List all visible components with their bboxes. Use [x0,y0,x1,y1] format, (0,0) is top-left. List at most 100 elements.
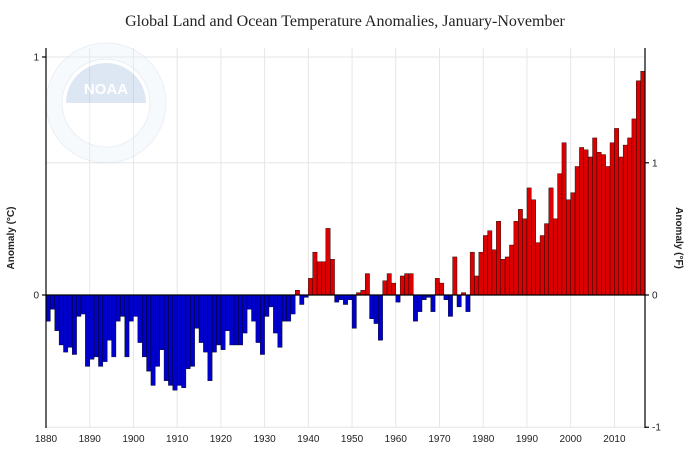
bar-1911 [181,294,187,389]
bar-1958 [386,273,392,296]
bar-1883 [58,294,64,346]
y-axis-title-right: Anomaly (°F) [673,207,684,269]
bar-1898 [124,294,130,358]
bar-1963 [408,273,414,296]
bar-1899 [128,294,134,322]
bar-1999 [566,199,571,296]
bar-1904 [150,294,156,386]
x-tick-label: 1910 [166,434,189,445]
bar-1973 [452,256,458,296]
bar-1903 [146,294,152,372]
right-tick-label: -1 [652,423,661,434]
bar-1912 [185,294,191,369]
bar-1994 [544,223,550,296]
bar-1948 [343,294,348,305]
bar-1894 [107,294,112,341]
bar-2012 [622,144,628,296]
bar-1915 [198,294,204,343]
bar-1895 [111,294,117,358]
bar-1893 [102,294,108,362]
bar-1957 [382,280,388,296]
left-tick-label: 1 [33,53,39,64]
bar-1887 [76,294,82,317]
x-tick-label: 1880 [35,434,58,445]
bar-1959 [391,282,396,296]
bar-1978 [474,275,480,296]
bar-1937 [295,290,300,296]
bar-1974 [456,294,462,308]
bar-1960 [395,294,401,303]
bar-1923 [233,294,239,346]
bar-2001 [574,166,580,296]
bar-1891 [93,294,99,358]
bar-1905 [155,294,160,367]
x-tick-label: 1980 [472,434,495,445]
bar-1954 [369,294,375,319]
bar-1988 [518,209,523,296]
bar-1888 [80,294,86,315]
bar-1933 [277,294,283,348]
bar-1925 [242,294,248,334]
bar-1996 [552,218,558,296]
bar-1916 [203,294,208,353]
noaa-logo-watermark: NOAA [45,42,167,164]
bar-1900 [133,294,139,317]
bar-1979 [478,251,484,296]
bar-1964 [413,294,418,322]
bar-1966 [421,294,427,300]
bar-2014 [631,118,637,296]
bar-2002 [579,147,584,296]
x-tick-label: 1960 [385,434,408,445]
bar-1976 [465,294,471,312]
bar-1885 [67,294,73,348]
bar-2010 [614,128,619,296]
bar-1985 [504,256,510,296]
bar-1909 [172,294,178,391]
bar-2003 [583,149,589,296]
bar-1970 [439,282,445,296]
bar-1949 [347,294,353,300]
bar-1987 [513,221,519,296]
bar-1972 [448,294,453,317]
right-tick-labels: 1 0 -1 [645,158,661,434]
bar-1980 [483,235,488,296]
bar-2007 [601,154,606,296]
bar-1914 [194,294,200,329]
bar-1934 [281,294,287,322]
bar-2015 [636,80,641,296]
bar-1977 [469,251,475,296]
bar-1928 [255,294,261,343]
bar-1921 [225,294,230,331]
x-tick-label: 1920 [210,434,233,445]
bar-1931 [268,294,274,308]
bar-2005 [592,137,598,296]
bar-1945 [330,259,335,296]
x-tick-label: 1900 [122,434,145,445]
x-tick-label: 1940 [297,434,320,445]
bar-1968 [430,294,436,312]
bar-1955 [373,294,379,324]
bar-1962 [404,273,410,296]
bar-1882 [54,294,60,331]
bar-1993 [539,235,545,296]
bar-1913 [190,294,195,367]
x-tick-label: 1930 [253,434,276,445]
bar-1896 [115,294,121,322]
bar-1927 [251,294,257,322]
bar-1991 [531,199,536,296]
chart-title: Global Land and Ocean Temperature Anomal… [125,13,565,30]
bar-1941 [312,251,318,296]
bar-1892 [98,294,104,367]
bar-1930 [264,294,270,317]
bar-2000 [570,192,576,296]
left-tick-label: 0 [33,291,39,302]
bar-2006 [596,151,602,296]
bar-1890 [89,294,95,360]
x-tick-label: 1970 [428,434,451,445]
bar-2008 [605,166,611,296]
bar-1950 [351,294,357,329]
bar-1881 [50,294,55,310]
bar-1880 [45,294,51,322]
bar-1943 [321,261,327,296]
x-tick-label: 2000 [560,434,583,445]
